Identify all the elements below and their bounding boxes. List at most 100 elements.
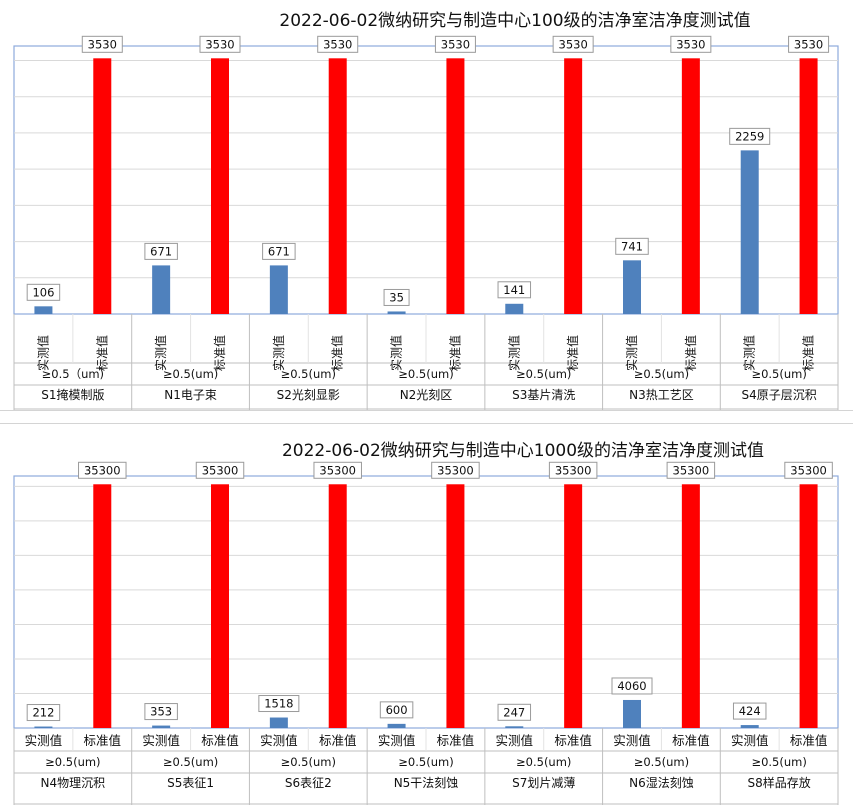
data-label-measured: 35 xyxy=(389,290,404,304)
series-label-measured: 实测值 xyxy=(142,733,180,748)
chart-panel-1000-class: 2022-06-02微纳研究与制造中心1000级的洁净室洁净度测试值 212 353… xyxy=(0,424,853,805)
series-label-standard: 标准值 xyxy=(84,733,122,748)
data-label-standard-box xyxy=(199,35,241,53)
data-label-standard: 35300 xyxy=(437,463,474,477)
series-label-standard: 标准值 xyxy=(201,733,239,748)
series-label-standard: 标准值 xyxy=(672,733,710,748)
data-label-measured-box xyxy=(144,703,178,721)
data-label-measured-box xyxy=(497,281,532,299)
bar-standard xyxy=(799,58,818,315)
category-name-label: S6表征2 xyxy=(285,776,332,790)
category-name-label: S2光刻显影 xyxy=(277,388,340,402)
data-label-measured-box xyxy=(379,701,414,719)
data-label-measured-box xyxy=(732,702,767,720)
series-label-measured: 实测值 xyxy=(25,733,63,748)
data-label-standard: 3530 xyxy=(559,37,588,51)
category-name-label: S7划片减薄 xyxy=(512,775,575,790)
data-label-standard: 35300 xyxy=(84,463,121,477)
bar-standard xyxy=(211,484,229,728)
particle-size-label: ≥0.5(um) xyxy=(281,367,336,381)
series-label-standard: 标准值 xyxy=(801,335,816,371)
data-label-standard-box xyxy=(784,461,833,479)
category-name-label: N6湿法刻蚀 xyxy=(629,775,694,790)
bar-measured xyxy=(387,723,406,728)
series-label-measured: 实测值 xyxy=(271,335,286,371)
data-label-standard-box xyxy=(431,461,480,479)
series-label-standard: 标准值 xyxy=(790,733,828,748)
data-label-standard: 3530 xyxy=(794,37,823,51)
bar-standard xyxy=(328,58,347,315)
category-name-label: N1电子束 xyxy=(164,388,217,402)
series-label-standard: 标准值 xyxy=(683,335,698,371)
bar-measured xyxy=(269,717,288,728)
category-name-label: N5干法刻蚀 xyxy=(394,776,459,790)
data-label-measured: 4060 xyxy=(617,679,646,693)
data-label-measured: 212 xyxy=(32,706,54,720)
particle-size-label: ≥0.5(um) xyxy=(516,367,571,381)
data-label-measured-box xyxy=(262,242,296,260)
series-label-measured: 实测值 xyxy=(731,733,769,748)
particle-size-label: ≥0.5(um) xyxy=(281,755,336,769)
data-label-measured-box xyxy=(26,283,61,301)
bar-standard xyxy=(93,58,112,315)
bar-standard xyxy=(564,484,583,728)
particle-size-label: ≥0.5(um) xyxy=(45,755,100,769)
data-label-measured-box xyxy=(611,677,653,695)
data-label-measured: 741 xyxy=(621,239,643,253)
data-label-standard: 35300 xyxy=(555,463,592,477)
bar-standard xyxy=(564,58,583,315)
bar-measured xyxy=(740,725,759,728)
particle-size-label: ≥0.5(um) xyxy=(163,367,218,381)
bar-measured xyxy=(505,726,524,728)
data-label-measured-box xyxy=(258,695,300,713)
series-label-measured: 实测值 xyxy=(613,733,651,748)
bar-standard xyxy=(681,484,700,728)
data-label-measured-box xyxy=(729,127,771,145)
plot-area xyxy=(13,45,839,315)
chart-title: 2022-06-02微纳研究与制造中心100级的洁净室洁净度测试值 xyxy=(279,11,750,31)
bar-measured xyxy=(740,150,759,314)
category-name-label: N2光刻区 xyxy=(400,388,453,402)
panel-separator xyxy=(0,410,853,424)
bar-measured xyxy=(34,726,53,728)
bar-measured xyxy=(269,265,288,314)
bar-standard xyxy=(799,484,818,728)
bar-measured xyxy=(623,260,641,314)
particle-size-label: ≥0.5(um) xyxy=(163,755,218,769)
data-label-measured: 600 xyxy=(386,703,408,717)
series-label-measured: 实测值 xyxy=(35,335,50,371)
series-label-measured: 实测值 xyxy=(496,733,534,748)
data-label-standard-box xyxy=(434,35,476,53)
series-label-measured: 实测值 xyxy=(742,335,757,371)
data-label-measured: 353 xyxy=(150,705,172,719)
series-label-measured: 实测值 xyxy=(624,335,639,371)
series-label-measured: 实测值 xyxy=(260,733,298,748)
bar-standard xyxy=(446,484,465,728)
bar-standard xyxy=(681,58,700,315)
data-label-standard: 35300 xyxy=(319,463,356,477)
data-label-standard-box xyxy=(195,461,245,479)
data-label-measured-box xyxy=(383,288,410,306)
series-label-measured: 实测值 xyxy=(378,733,416,748)
data-label-standard-box xyxy=(666,461,716,479)
data-label-standard: 35300 xyxy=(790,463,827,477)
particle-size-label: ≥0.5（um) xyxy=(42,367,104,381)
series-label-measured: 实测值 xyxy=(506,335,521,371)
data-label-measured: 424 xyxy=(739,704,761,718)
series-label-standard: 标准值 xyxy=(212,335,227,371)
data-label-standard-box xyxy=(81,35,123,53)
data-label-standard: 3530 xyxy=(205,37,234,51)
particle-size-label: ≥0.5(um) xyxy=(398,755,453,769)
chart-100-class: 2022-06-02微纳研究与制造中心100级的洁净室洁净度测试值 106 3530… xyxy=(13,11,839,410)
bar-measured xyxy=(152,725,171,728)
bar-standard xyxy=(328,484,347,728)
plot-area xyxy=(13,475,839,729)
bar-standard xyxy=(93,484,112,728)
series-label-standard: 标准值 xyxy=(447,335,462,371)
data-label-standard: 3530 xyxy=(323,37,352,51)
data-label-standard-box xyxy=(78,461,127,479)
series-label-measured: 实测值 xyxy=(389,335,404,371)
series-label-standard: 标准值 xyxy=(319,733,357,748)
particle-size-label: ≥0.5(um) xyxy=(634,755,689,769)
data-label-measured: 671 xyxy=(150,244,172,258)
